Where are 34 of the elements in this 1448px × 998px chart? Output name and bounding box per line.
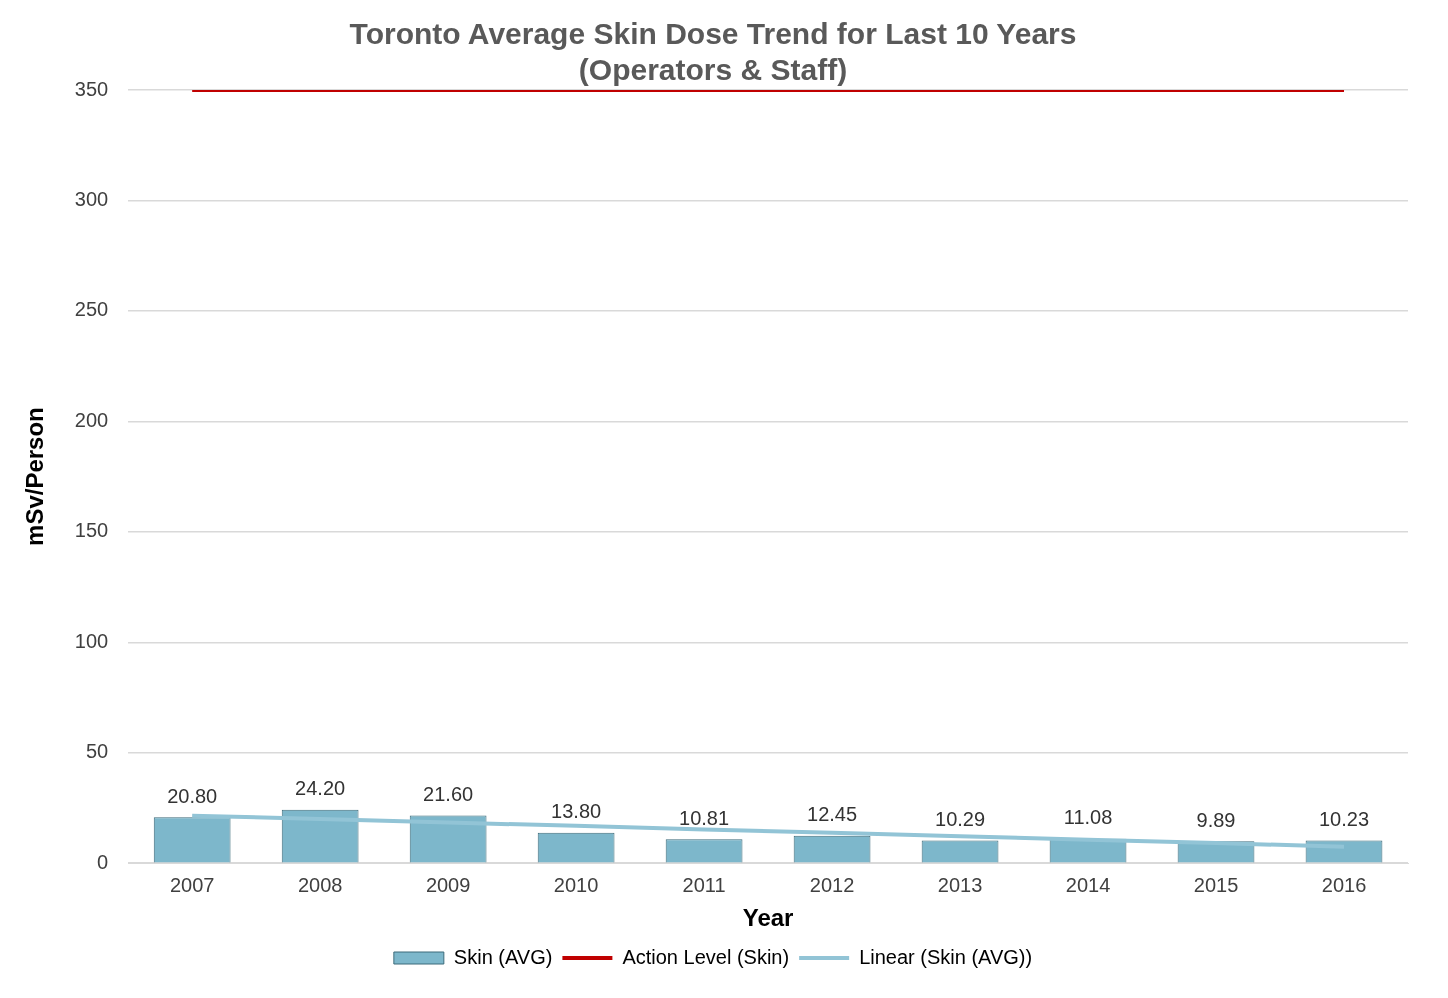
- y-tick-label: 250: [74, 298, 109, 321]
- x-tick-label: 2013: [937, 873, 983, 896]
- x-tick-label: 2012: [809, 873, 855, 896]
- x-tick-label: 2011: [682, 873, 726, 896]
- data-label: 24.20: [295, 777, 346, 800]
- data-label: 21.60: [423, 783, 474, 805]
- x-tick-label: 2015: [1193, 873, 1239, 896]
- legend-label: Skin (AVG): [453, 945, 553, 968]
- x-tick-label: 2009: [425, 873, 471, 896]
- x-tick-label: 2010: [553, 873, 599, 896]
- x-tick-label: 2014: [1065, 873, 1111, 896]
- legend-label: Action Level (Skin): [622, 945, 790, 968]
- data-label: 10.23: [1318, 808, 1370, 831]
- x-tick-label: 2008: [297, 873, 343, 896]
- data-label: 11.08: [1063, 806, 1113, 829]
- y-tick-label: 50: [85, 740, 109, 763]
- y-tick-label: 150: [74, 519, 109, 542]
- y-tick-label: 200: [74, 408, 109, 431]
- legend-label: Linear (Skin (AVG)): [859, 945, 1033, 968]
- data-label: 10.29: [935, 807, 986, 830]
- x-axis-title: Year: [742, 904, 794, 932]
- chart-title: Toronto Average Skin Dose Trend for Last 10 Years (Operators & Staff): [349, 17, 1077, 87]
- data-label: 9.89: [1196, 808, 1236, 831]
- y-axis-title: mSv/Person: [21, 407, 49, 546]
- y-tick-label: 350: [74, 77, 109, 100]
- y-tick-label: 0: [97, 850, 109, 873]
- x-tick-label: 2016: [1321, 873, 1367, 896]
- data-label: 10.81: [679, 806, 730, 829]
- y-tick-label: 100: [74, 629, 109, 652]
- data-label: 12.45: [807, 803, 858, 826]
- x-tick-label: 2007: [169, 873, 215, 896]
- data-label: 20.80: [167, 784, 218, 807]
- data-label: 13.80: [551, 800, 602, 823]
- y-tick-label: 300: [74, 187, 109, 210]
